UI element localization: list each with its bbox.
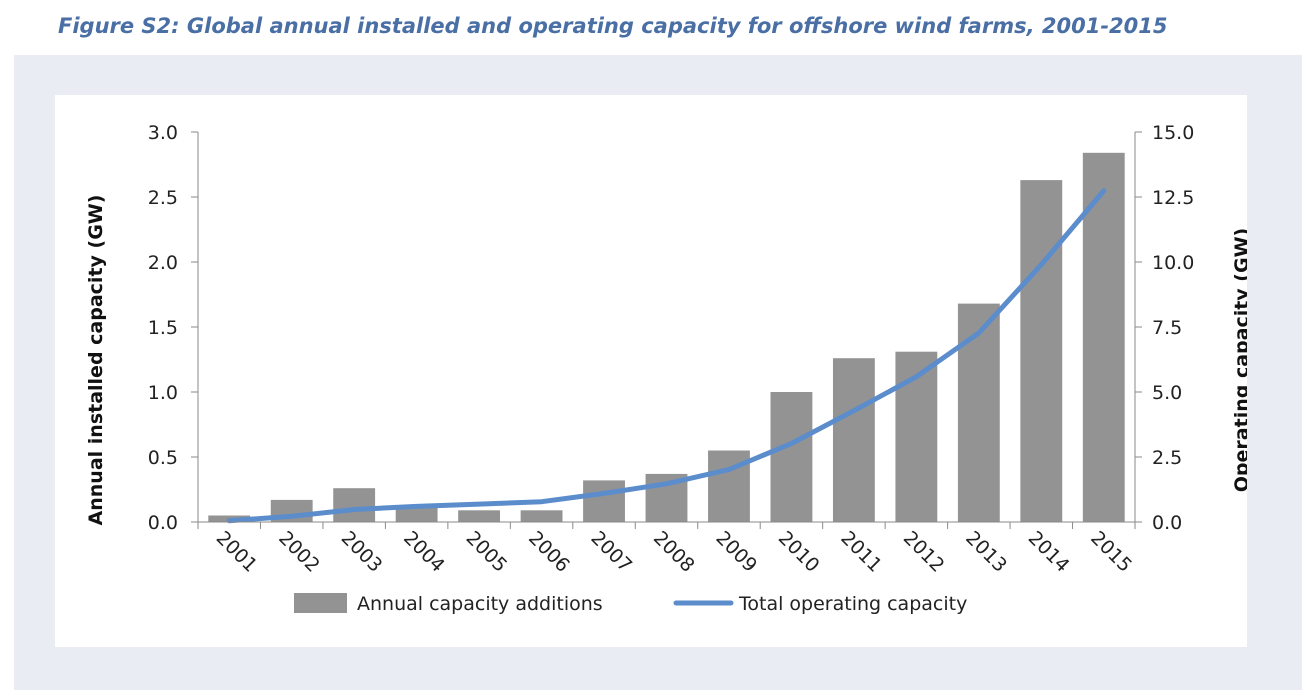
legend-line-label: Total operating capacity (738, 593, 967, 615)
left-axis-ticks: 0.0 0.5 1.0 1.5 2.0 2.5 3.0 (148, 122, 198, 534)
x-tick-label-2010: 2010 (774, 527, 824, 577)
left-tick-label: 2.5 (148, 187, 178, 209)
right-axis-title: Operating capacity (GW) (1231, 228, 1247, 492)
x-tick-label-2007: 2007 (586, 527, 636, 577)
bar-2010 (770, 392, 813, 522)
bars-group (208, 152, 1125, 523)
left-tick-label: 1.0 (148, 382, 178, 404)
bar-2014 (1020, 180, 1063, 522)
x-tick-label-2011: 2011 (836, 527, 886, 577)
x-tick-label-2009: 2009 (711, 527, 761, 577)
right-tick-label: 12.5 (1152, 187, 1194, 209)
bar-2004 (395, 506, 438, 522)
legend: Annual capacity additions Total operatin… (294, 593, 967, 615)
x-tick-label-2008: 2008 (649, 527, 699, 577)
left-tick-label: 0.0 (148, 512, 178, 534)
right-tick-label: 15.0 (1152, 122, 1194, 144)
bar-2003 (333, 488, 376, 522)
left-axis-title: Annual installed capacity (GW) (85, 195, 107, 526)
left-tick-label: 3.0 (148, 122, 178, 144)
bar-2006 (520, 510, 563, 522)
chart-card: 0.0 0.5 1.0 1.5 2.0 2.5 3.0 0.0 2.5 5.0 7.5 10.0 12… (55, 95, 1247, 647)
x-tick-label-2015: 2015 (1086, 527, 1136, 577)
legend-bar-label: Annual capacity additions (357, 593, 603, 615)
x-tick-label-2013: 2013 (961, 527, 1011, 577)
right-tick-label: 10.0 (1152, 252, 1194, 274)
x-tick-label-2004: 2004 (399, 527, 449, 577)
chart-svg: 0.0 0.5 1.0 1.5 2.0 2.5 3.0 0.0 2.5 5.0 7.5 10.0 12… (85, 122, 1247, 615)
bar-2005 (458, 510, 501, 522)
right-tick-label: 7.5 (1152, 317, 1182, 339)
right-axis-ticks: 0.0 2.5 5.0 7.5 10.0 12.5 15.0 (1135, 122, 1194, 534)
x-tick-label-2005: 2005 (462, 527, 512, 577)
left-tick-label: 0.5 (148, 447, 178, 469)
bar-2013 (957, 303, 1000, 522)
left-tick-label: 2.0 (148, 252, 178, 274)
bar-2012 (895, 351, 938, 522)
legend-bar-swatch (294, 593, 347, 613)
x-tick-label-2002: 2002 (274, 527, 324, 577)
x-tick-label-2001: 2001 (212, 527, 262, 577)
total-operating-capacity-line (226, 188, 1107, 524)
x-tick-label-2014: 2014 (1024, 527, 1074, 577)
right-tick-label: 2.5 (1152, 447, 1182, 469)
x-tick-label-2012: 2012 (899, 527, 949, 577)
x-tick-label-2003: 2003 (337, 527, 387, 577)
bar-2011 (832, 358, 875, 522)
bar-2007 (583, 480, 625, 522)
x-tick-label-2006: 2006 (524, 527, 574, 577)
bar-2015 (1082, 152, 1125, 523)
figure-title: Figure S2: Global annual installed and o… (58, 14, 1168, 38)
right-tick-label: 5.0 (1152, 382, 1182, 404)
x-axis-ticks: 2001 2002 2003 2004 2005 2006 2007 2008 2009 2010… (197, 522, 1136, 577)
right-tick-label: 0.0 (1152, 512, 1182, 534)
left-tick-label: 1.5 (148, 317, 178, 339)
